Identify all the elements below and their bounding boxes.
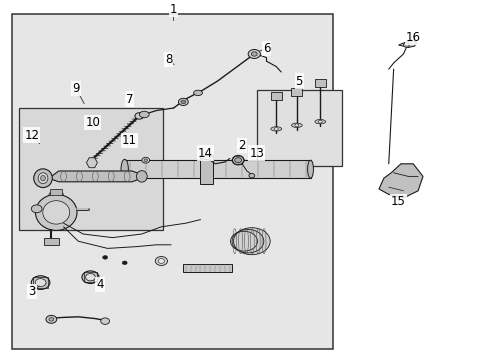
Ellipse shape (247, 50, 260, 59)
Bar (256, 90, 342, 166)
Bar (291, 88, 302, 96)
Ellipse shape (233, 228, 269, 255)
Ellipse shape (34, 169, 52, 188)
Text: 11: 11 (122, 134, 137, 147)
Polygon shape (49, 171, 146, 182)
Ellipse shape (274, 127, 278, 130)
Text: 4: 4 (96, 278, 104, 291)
Bar (33, 277, 48, 288)
Text: 14: 14 (198, 147, 212, 159)
Ellipse shape (248, 174, 254, 178)
Bar (83, 272, 97, 282)
Bar (124, 160, 310, 178)
Ellipse shape (85, 274, 95, 281)
Bar (314, 79, 325, 87)
Ellipse shape (102, 256, 107, 259)
Ellipse shape (46, 315, 57, 323)
Ellipse shape (251, 52, 257, 56)
Polygon shape (378, 164, 422, 198)
Polygon shape (398, 40, 416, 48)
Text: 9: 9 (72, 82, 80, 95)
Text: 5: 5 (295, 75, 303, 87)
Ellipse shape (136, 171, 147, 182)
Ellipse shape (36, 194, 77, 230)
Text: 13: 13 (249, 147, 264, 159)
Bar (270, 92, 281, 100)
Ellipse shape (31, 205, 42, 213)
Ellipse shape (314, 120, 325, 124)
Ellipse shape (143, 159, 147, 161)
Ellipse shape (291, 123, 302, 127)
Ellipse shape (270, 127, 281, 131)
Bar (200, 155, 212, 184)
Ellipse shape (307, 160, 313, 178)
Text: 7: 7 (125, 93, 133, 105)
Ellipse shape (41, 176, 45, 181)
Ellipse shape (81, 271, 99, 284)
Bar (12, 14, 332, 349)
Ellipse shape (193, 90, 202, 96)
Ellipse shape (178, 98, 188, 105)
Text: 6: 6 (262, 42, 270, 55)
Ellipse shape (232, 156, 244, 165)
Text: 15: 15 (390, 195, 405, 208)
Ellipse shape (155, 256, 167, 266)
Ellipse shape (101, 318, 109, 324)
Text: 2: 2 (238, 139, 245, 152)
Bar (50, 189, 62, 195)
Ellipse shape (403, 43, 408, 47)
Bar (183, 264, 232, 272)
Ellipse shape (234, 158, 241, 163)
Polygon shape (86, 158, 97, 168)
Text: 8: 8 (164, 53, 172, 66)
Text: 1: 1 (169, 3, 177, 15)
Ellipse shape (121, 159, 128, 179)
Text: 10: 10 (85, 116, 100, 129)
Ellipse shape (122, 261, 127, 265)
Text: 16: 16 (405, 31, 420, 44)
Ellipse shape (135, 113, 143, 119)
Ellipse shape (49, 318, 54, 321)
Text: 3: 3 (28, 285, 36, 298)
Ellipse shape (31, 276, 50, 289)
Text: 12: 12 (24, 129, 39, 141)
Bar (19, 108, 163, 230)
Ellipse shape (139, 111, 149, 118)
Bar (44, 238, 59, 245)
Ellipse shape (142, 157, 149, 163)
Ellipse shape (181, 100, 185, 104)
Ellipse shape (35, 279, 46, 287)
Ellipse shape (38, 173, 48, 184)
Ellipse shape (294, 124, 298, 127)
Ellipse shape (318, 120, 322, 123)
Ellipse shape (43, 201, 70, 224)
Ellipse shape (158, 258, 164, 264)
